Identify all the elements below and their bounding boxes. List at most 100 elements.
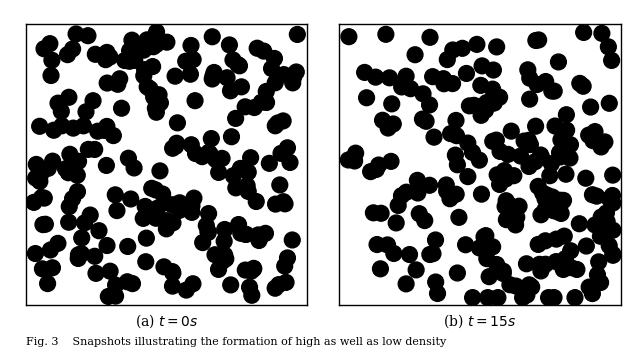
Circle shape xyxy=(100,289,116,304)
Circle shape xyxy=(522,137,538,153)
Circle shape xyxy=(45,260,60,276)
Circle shape xyxy=(217,222,232,237)
Circle shape xyxy=(211,165,227,180)
Circle shape xyxy=(418,113,434,129)
Circle shape xyxy=(506,168,522,184)
Circle shape xyxy=(403,81,419,97)
Circle shape xyxy=(108,277,124,293)
Circle shape xyxy=(557,251,573,266)
Circle shape xyxy=(70,251,86,266)
Circle shape xyxy=(168,138,184,154)
Circle shape xyxy=(449,265,465,281)
Circle shape xyxy=(60,165,76,181)
Circle shape xyxy=(58,161,74,177)
Circle shape xyxy=(538,233,553,249)
Circle shape xyxy=(122,43,138,59)
Circle shape xyxy=(513,148,529,164)
Circle shape xyxy=(596,216,611,232)
Circle shape xyxy=(268,196,284,212)
Circle shape xyxy=(250,40,265,56)
Circle shape xyxy=(125,276,140,291)
Circle shape xyxy=(239,178,255,193)
Circle shape xyxy=(508,217,524,233)
Circle shape xyxy=(552,149,568,165)
Circle shape xyxy=(276,194,291,209)
Circle shape xyxy=(594,25,610,41)
Circle shape xyxy=(70,184,85,199)
Circle shape xyxy=(587,124,603,140)
Circle shape xyxy=(201,145,216,160)
Circle shape xyxy=(474,101,490,116)
Circle shape xyxy=(85,93,101,108)
Circle shape xyxy=(388,215,404,231)
Circle shape xyxy=(415,111,430,127)
Circle shape xyxy=(384,96,399,112)
Circle shape xyxy=(398,276,414,292)
Circle shape xyxy=(541,290,556,305)
Circle shape xyxy=(443,126,458,141)
Circle shape xyxy=(151,87,167,103)
Circle shape xyxy=(205,68,221,84)
Circle shape xyxy=(488,132,504,148)
Circle shape xyxy=(556,228,572,244)
Circle shape xyxy=(547,118,563,134)
Circle shape xyxy=(605,167,621,183)
Circle shape xyxy=(544,202,560,217)
Circle shape xyxy=(600,39,616,55)
Circle shape xyxy=(556,193,572,208)
Circle shape xyxy=(383,154,399,169)
Circle shape xyxy=(438,177,454,193)
Circle shape xyxy=(140,79,155,95)
Circle shape xyxy=(201,206,216,222)
Circle shape xyxy=(277,196,293,212)
Circle shape xyxy=(543,156,559,171)
Circle shape xyxy=(480,290,495,305)
Circle shape xyxy=(554,193,570,209)
Circle shape xyxy=(42,36,58,52)
Circle shape xyxy=(32,168,48,184)
Circle shape xyxy=(284,232,300,248)
Circle shape xyxy=(575,78,591,94)
Circle shape xyxy=(602,95,617,111)
Circle shape xyxy=(170,115,186,131)
Circle shape xyxy=(460,169,476,184)
Circle shape xyxy=(479,95,495,111)
Circle shape xyxy=(102,49,118,65)
X-axis label: (a) $t = 0s$: (a) $t = 0s$ xyxy=(134,313,198,330)
Circle shape xyxy=(473,107,489,123)
Circle shape xyxy=(532,256,547,272)
Circle shape xyxy=(581,279,597,295)
Text: Fig. 3    Snapshots illustrating the formation of high as well as low density: Fig. 3 Snapshots illustrating the format… xyxy=(26,337,446,347)
Circle shape xyxy=(500,195,515,211)
Circle shape xyxy=(348,145,364,161)
Circle shape xyxy=(472,152,487,168)
Circle shape xyxy=(447,147,463,163)
Circle shape xyxy=(497,199,513,214)
Circle shape xyxy=(278,275,294,290)
Circle shape xyxy=(250,227,266,243)
Circle shape xyxy=(593,275,609,290)
Circle shape xyxy=(211,261,227,277)
Circle shape xyxy=(159,221,174,237)
Circle shape xyxy=(187,93,203,108)
Circle shape xyxy=(550,204,565,219)
Circle shape xyxy=(490,167,505,183)
Circle shape xyxy=(237,99,253,115)
Circle shape xyxy=(368,69,383,85)
Circle shape xyxy=(369,161,384,177)
Circle shape xyxy=(184,198,200,214)
Circle shape xyxy=(585,133,601,149)
Circle shape xyxy=(237,227,253,242)
Circle shape xyxy=(410,173,425,188)
Circle shape xyxy=(466,97,482,113)
Circle shape xyxy=(120,238,136,254)
Circle shape xyxy=(38,216,53,232)
Circle shape xyxy=(539,187,555,203)
Circle shape xyxy=(68,26,84,42)
Circle shape xyxy=(369,237,385,252)
Circle shape xyxy=(282,155,298,170)
Circle shape xyxy=(460,135,476,151)
Circle shape xyxy=(449,128,465,144)
Circle shape xyxy=(538,74,554,90)
Circle shape xyxy=(593,139,609,155)
